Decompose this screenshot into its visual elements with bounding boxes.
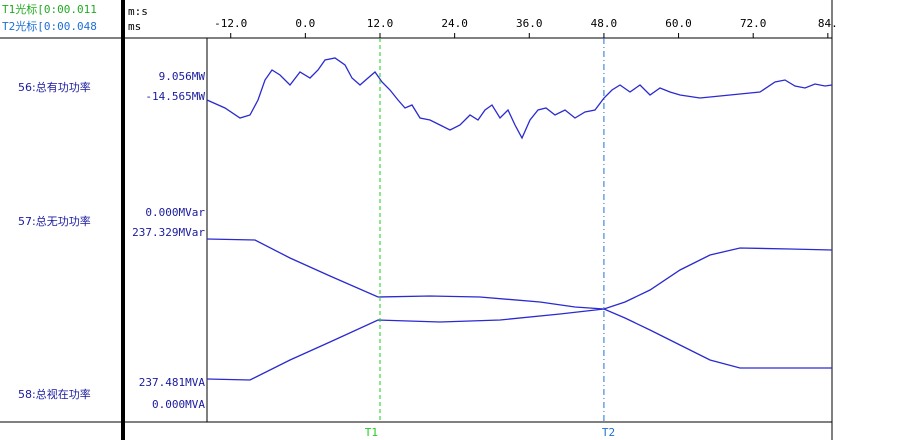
channel-name: 57:总无功功率 [18,214,91,228]
x-tick-label: 36.0 [516,17,543,30]
cursor-label: T1 [365,426,378,439]
waveform [206,308,832,381]
channel-name: 58:总视在功率 [18,387,91,401]
x-tick-label: -12.0 [214,17,247,30]
x-tick-label: 48.0 [591,17,618,30]
channel-reading: -14.565MW [145,90,205,103]
t1-readout: T1光标[0:00.011 [2,2,97,16]
t2-readout: T2光标[0:00.048 [2,19,97,33]
channel-reading: 0.000MVA [152,398,205,411]
waveform [206,57,833,140]
x-tick-label: 12.0 [367,17,394,30]
cursor-label: T2 [602,426,615,439]
x-tick-label: 60.0 [665,17,692,30]
channel-reading: 237.481MVA [139,376,206,389]
x-tick-label: 0.0 [295,17,315,30]
x-tick-label: 72.0 [740,17,767,30]
waveform [206,238,833,310]
x-tick-label: 24.0 [441,17,468,30]
channel-reading: 0.000MVar [145,206,205,219]
axis-unit: m:s [128,5,148,18]
channel-reading: 9.056MW [159,70,206,83]
channel-name: 56:总有功功率 [18,80,91,94]
x-tick-label: 84. [818,17,838,30]
axis-unit: ms [128,20,141,33]
channel-reading: 237.329MVar [132,226,205,239]
